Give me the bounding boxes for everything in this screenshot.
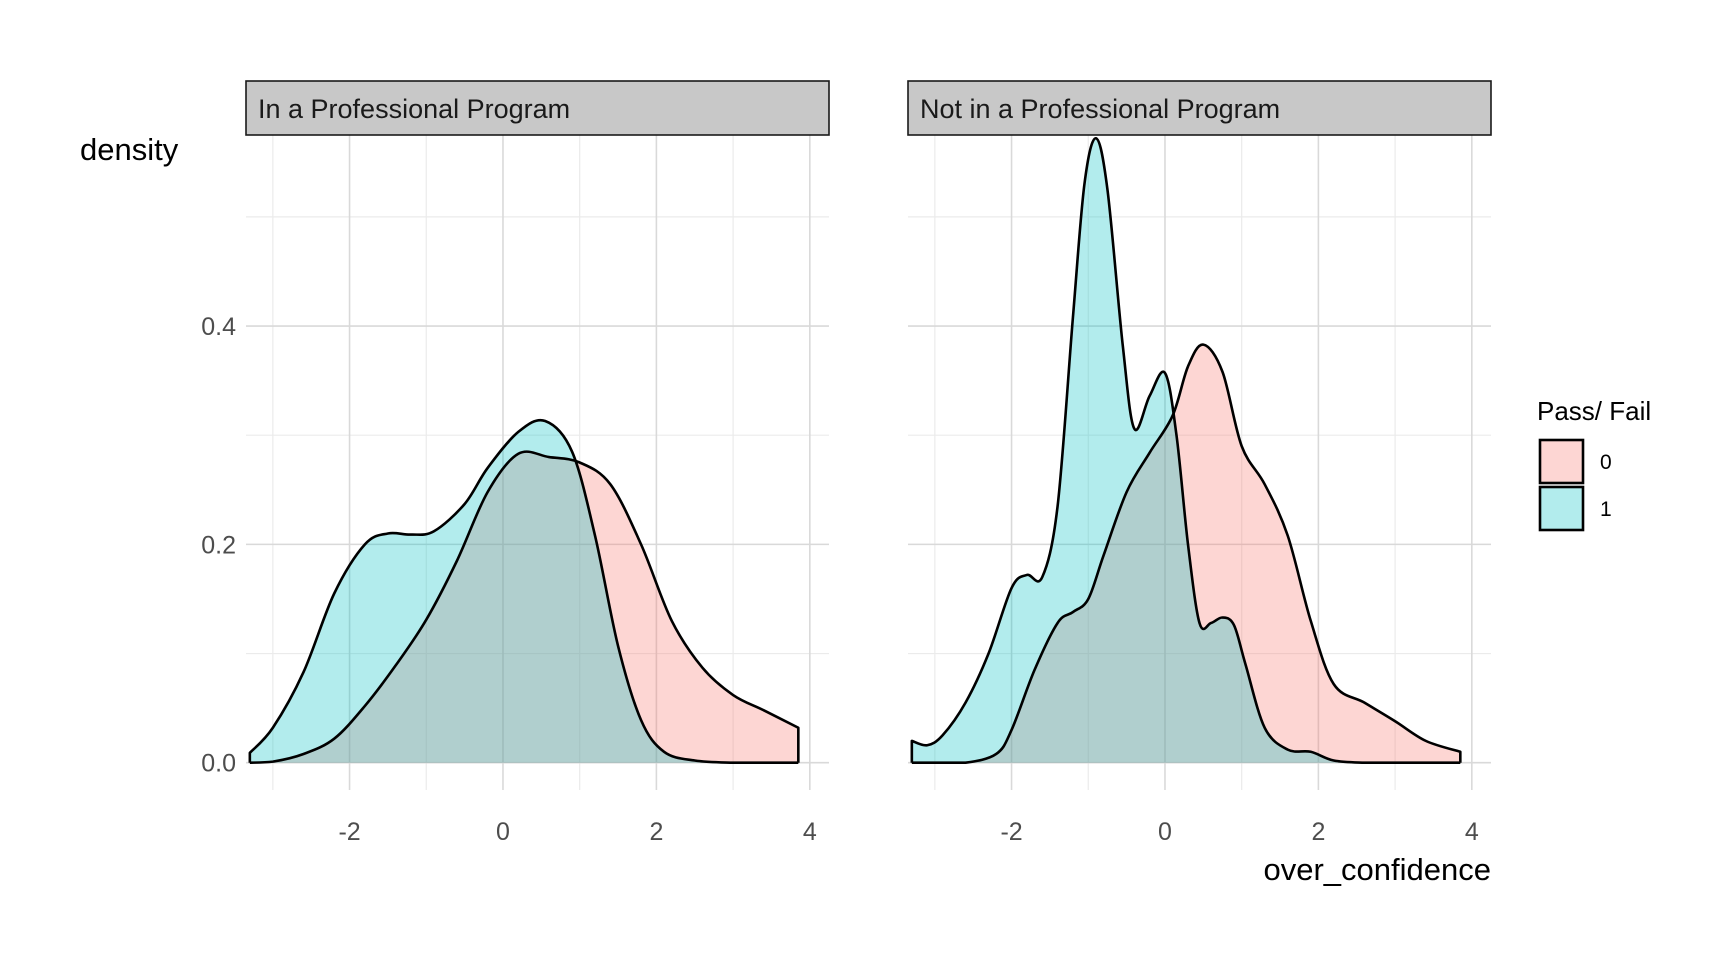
x-tick-labels: -2 0 2 4 (338, 818, 816, 846)
facet-strip: In a Professional Program (245, 80, 830, 136)
legend-title: Pass/ Fail (1537, 396, 1651, 426)
legend-key-swatch (1538, 438, 1585, 485)
x-tick-label: 0 (496, 818, 510, 846)
y-tick-labels: 0.0 0.2 0.4 (201, 313, 236, 778)
facet-strip-box (907, 80, 1492, 136)
panel-professional: In a Professional Program -2 0 2 4 (245, 80, 830, 846)
x-axis-title: over_confidence (1264, 852, 1492, 887)
density-area-series-1 (911, 138, 1461, 763)
facet-strip: Not in a Professional Program (907, 80, 1492, 136)
facet-strip-box (245, 80, 830, 136)
legend-label: 0 (1600, 451, 1612, 474)
x-tick-label: 0 (1158, 818, 1172, 846)
density-outline-series-1 (910, 136, 1461, 765)
x-tick-labels: -2 0 2 4 (1000, 818, 1478, 846)
y-tick-label: 0.2 (201, 531, 236, 559)
panel-density-areas (910, 136, 1462, 765)
facet-strip-label: Not in a Professional Program (920, 94, 1280, 124)
x-tick-label: 4 (1465, 818, 1479, 846)
density-area-series-0 (249, 451, 799, 763)
panel-not-professional: Not in a Professional Program -2 0 2 4 (907, 80, 1492, 846)
legend-key-swatch (1538, 485, 1585, 532)
legend: Pass/ Fail 01 (1537, 396, 1651, 532)
density-outline-series-0 (249, 450, 800, 765)
legend-key-background (1540, 487, 1583, 530)
y-tick-label: 0.4 (201, 313, 236, 341)
panel-density-areas (248, 418, 800, 765)
density-outline-series-1 (248, 418, 799, 765)
panel-grid (908, 135, 1491, 790)
legend-key-background (1540, 440, 1583, 483)
y-axis-title: density (80, 132, 179, 167)
legend-label: 1 (1600, 498, 1612, 521)
y-tick-label: 0.0 (201, 750, 236, 778)
x-tick-label: 2 (1311, 818, 1325, 846)
facet-strip-label: In a Professional Program (258, 94, 570, 124)
density-area-series-0 (911, 344, 1461, 763)
x-tick-label: -2 (338, 818, 360, 846)
x-tick-label: -2 (1000, 818, 1022, 846)
x-tick-label: 2 (649, 818, 663, 846)
x-tick-label: 4 (803, 818, 817, 846)
legend-keys: 01 (1538, 438, 1612, 532)
